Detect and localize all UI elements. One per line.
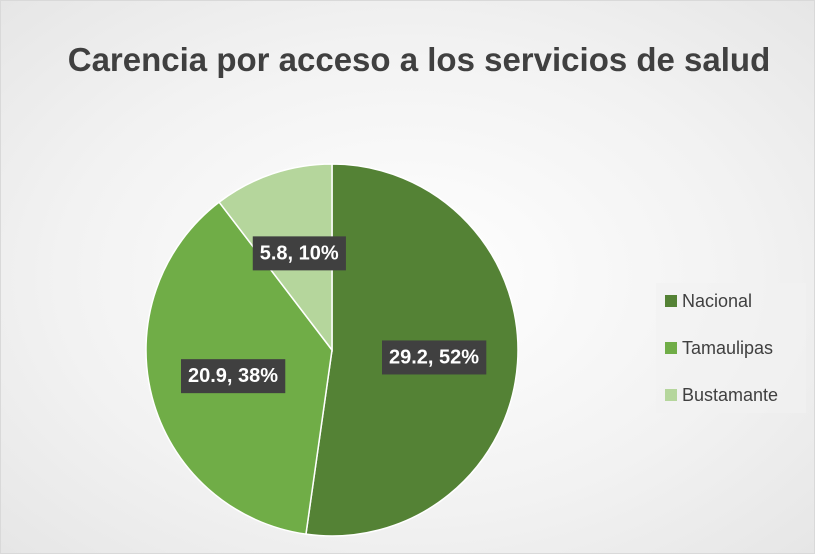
legend-label: Bustamante [682,385,778,405]
legend-swatch [665,389,677,401]
data-label: 20.9, 38% [180,359,286,394]
legend-box [656,283,806,413]
legend-swatch [665,342,677,354]
data-label-text: 20.9, 38% [188,365,278,387]
chart-title: Carencia por acceso a los servicios de s… [67,41,771,78]
data-label-box [382,340,487,375]
data-label-text: 5.8, 10% [260,242,339,264]
legend-label: Nacional [682,291,752,311]
data-label: 5.8, 10% [252,236,346,271]
data-label: 29.2, 52% [382,340,487,375]
data-label-text: 29.2, 52% [389,346,479,368]
data-label-box [252,236,346,271]
data-label-box [180,359,286,394]
legend-label: Tamaulipas [682,338,773,358]
legend-swatch [665,295,677,307]
